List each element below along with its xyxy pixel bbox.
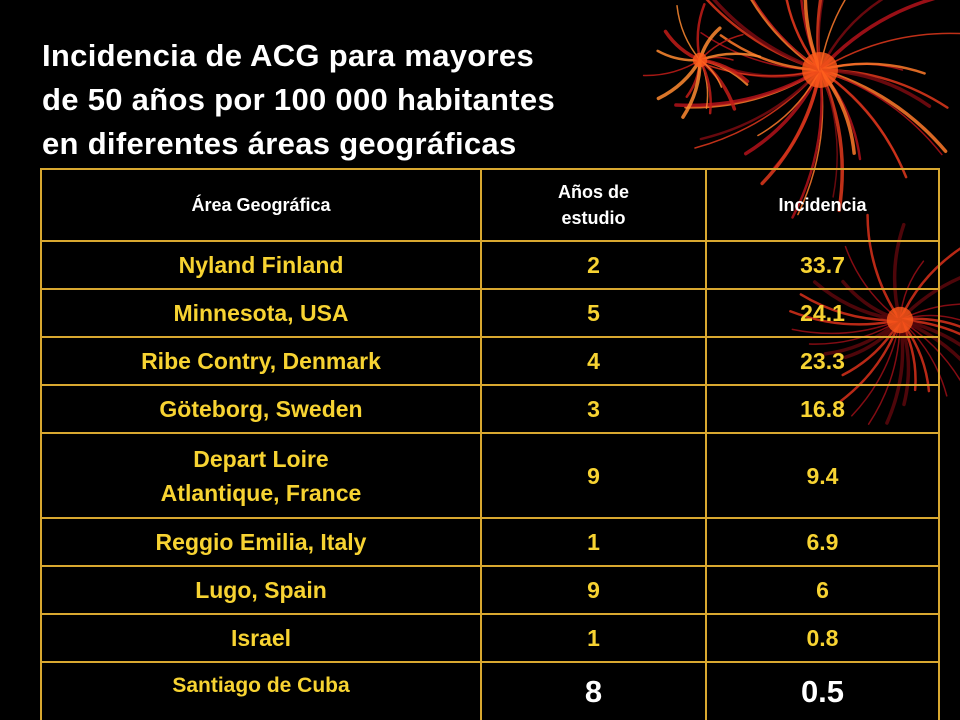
years-cell: 5 [480,288,707,338]
area-cell: Minnesota, USA [40,288,482,338]
years-cell: 1 [480,517,707,567]
table-row: Reggio Emilia, Italy 1 6.9 [40,517,940,567]
incidence-cell: 9.4 [705,432,940,519]
area-cell: Ribe Contry, Denmark [40,336,482,386]
incidence-cell: 0.8 [705,613,940,663]
table-row: Santiago de Cuba 8 0.5 [40,661,940,720]
incidence-cell: 24.1 [705,288,940,338]
area-cell: Santiago de Cuba [40,661,482,720]
firework-ray [676,4,701,61]
data-table: Área Geográfica Años de estudio Incidencia… [40,168,940,720]
header-cell: Años de estudio [480,168,707,242]
area-cell: Depart Loire Atlantique, France [40,432,482,519]
years-cell: 1 [480,613,707,663]
area-cell: Nyland Finland [40,240,482,290]
table-row: Göteborg, Sweden 3 16.8 [40,384,940,434]
years-cell: 2 [480,240,707,290]
years-cell: 4 [480,336,707,386]
header-cell: Incidencia [705,168,940,242]
area-cell: Lugo, Spain [40,565,482,615]
incidence-cell: 0.5 [705,661,940,720]
table-row: Nyland Finland 2 33.7 [40,240,940,290]
incidence-cell: 6 [705,565,940,615]
years-cell: 9 [480,565,707,615]
incidence-cell: 16.8 [705,384,940,434]
firework-core [692,52,708,68]
table-row: Minnesota, USA 5 24.1 [40,288,940,338]
table-row: Depart Loire Atlantique, France 9 9.4 [40,432,940,519]
area-cell: Israel [40,613,482,663]
header-cell: Área Geográfica [40,168,482,242]
incidence-cell: 33.7 [705,240,940,290]
slide-title: Incidencia de ACG para mayores de 50 año… [42,38,555,161]
years-cell: 3 [480,384,707,434]
header-row: Área Geográfica Años de estudio Incidencia [40,168,940,242]
area-cell: Göteborg, Sweden [40,384,482,434]
firework-core [802,52,838,88]
table-row: Ribe Contry, Denmark 4 23.3 [40,336,940,386]
incidence-cell: 6.9 [705,517,940,567]
table-row: Israel 1 0.8 [40,613,940,663]
years-cell: 8 [480,661,707,720]
area-cell: Reggio Emilia, Italy [40,517,482,567]
years-cell: 9 [480,432,707,519]
incidence-cell: 23.3 [705,336,940,386]
table-row: Lugo, Spain 9 6 [40,565,940,615]
